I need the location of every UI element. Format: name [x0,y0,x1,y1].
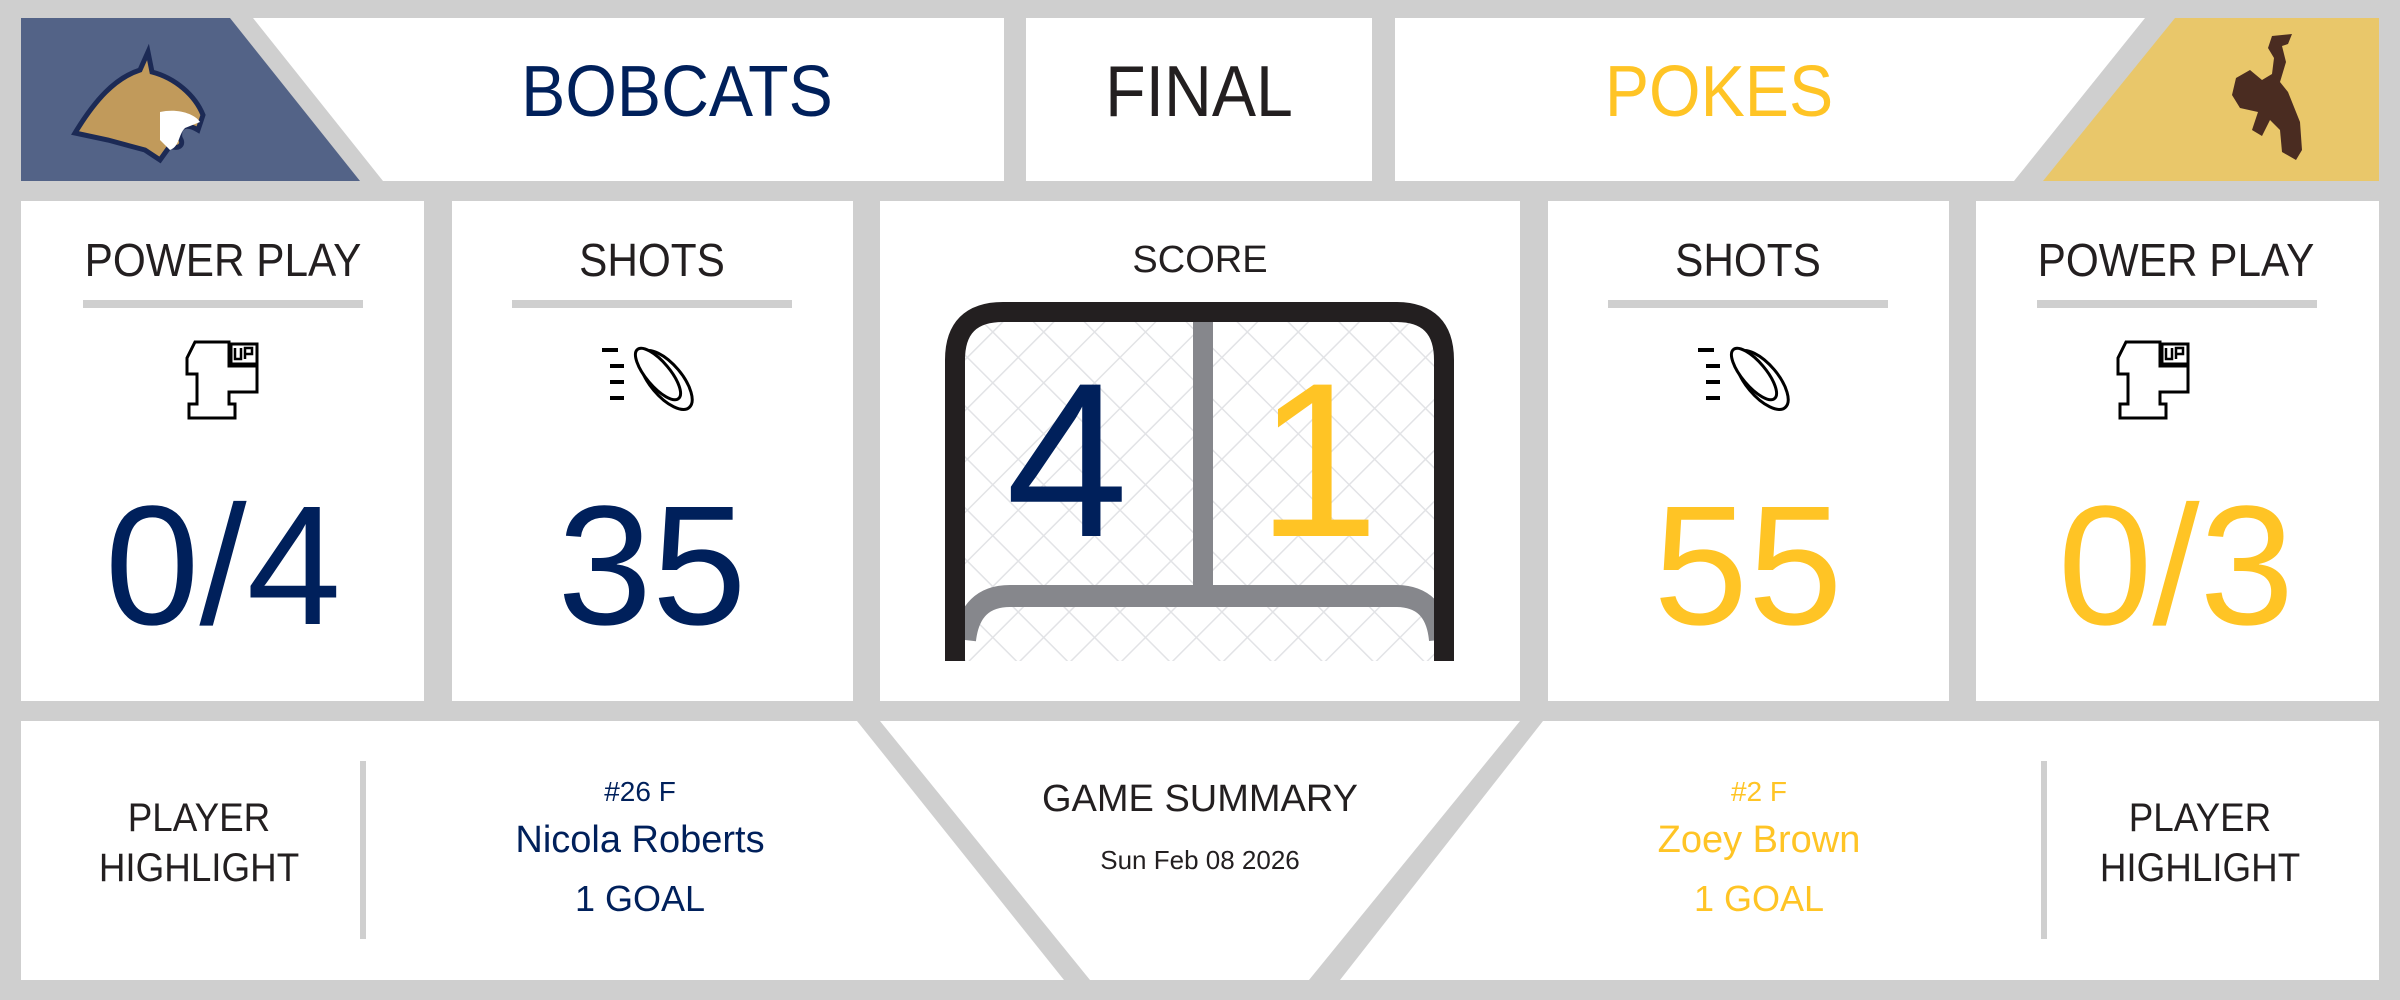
home-highlight-label: PLAYER HIGHLIGHT [99,793,299,893]
home-player-stat: 1 GOAL [574,878,706,919]
away-team-panel [1395,18,2145,181]
label-line: PLAYER [2128,796,2272,840]
divider [360,761,366,939]
away-shots-label: SHOTS [1675,234,1821,286]
away-shots-card [1548,201,1949,701]
away-player-name[interactable]: Zoey Brown [1657,819,1861,861]
hockey-goal-icon [945,302,1454,661]
home-highlight-panel [21,721,1064,980]
home-shots-label: SHOTS [579,234,725,286]
home-score: 4 [1005,337,1129,583]
game-status: FINAL [1105,52,1293,132]
game-summary-title[interactable]: GAME SUMMARY [1041,778,1359,820]
hockey-puck-icon [1698,346,1790,411]
status-panel [1026,18,1372,181]
label-line: HIGHLIGHT [98,846,300,890]
away-highlight-panel [1340,721,2379,980]
game-date: Sun Feb 08 2026 [1100,845,1300,875]
divider [2041,761,2047,939]
away-team-name: POKES [1604,52,1834,132]
home-power-play-value: 0/4 [104,471,342,661]
hockey-puck-icon [602,346,694,411]
label-line: HIGHLIGHT [2099,846,2301,890]
home-power-play-label: POWER PLAY [84,234,362,286]
away-player-stat: 1 GOAL [1693,878,1825,919]
away-highlight-label: PLAYER HIGHLIGHT [2100,793,2300,893]
home-team-panel [253,18,1004,181]
home-player-name[interactable]: Nicola Roberts [515,819,765,861]
bobcat-logo [71,43,206,164]
score-label: SCORE [1132,239,1268,281]
label-line: PLAYER [127,796,271,840]
home-team-name: BOBCATS [521,52,833,132]
home-shots-card [452,201,853,701]
home-shots-value: 35 [557,471,747,661]
home-power-play-card [21,201,424,701]
divider [83,300,363,308]
away-player-number: #2 F [1730,776,1788,807]
away-power-play-value: 0/3 [2057,471,2295,661]
divider [2037,300,2317,308]
bucking-horse-logo [2232,34,2302,160]
away-power-play-label: POWER PLAY [2037,234,2315,286]
1up-icon [2116,340,2190,420]
away-shots-value: 55 [1653,471,1843,661]
divider [1608,300,1888,308]
divider [512,300,792,308]
1up-icon [185,340,259,420]
away-score: 1 [1256,337,1380,583]
away-power-play-card [1976,201,2379,701]
summary-panel [880,721,1520,980]
home-player-number: #26 F [604,776,676,807]
